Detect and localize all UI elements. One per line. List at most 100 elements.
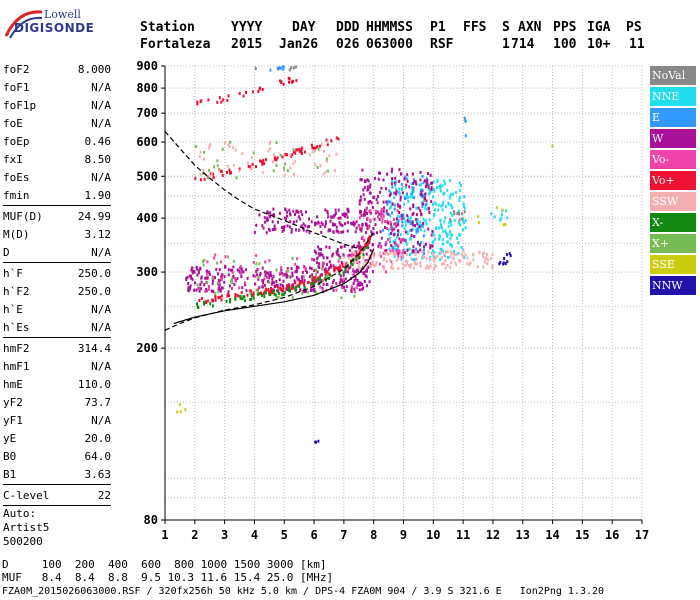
echo-point (206, 260, 209, 264)
echo-point (302, 222, 305, 226)
echo-point (325, 278, 328, 282)
echo-point (449, 193, 452, 197)
param-value: N/A (91, 117, 111, 130)
echo-point (214, 291, 217, 295)
echo-point (425, 257, 428, 261)
echo-point (502, 223, 505, 227)
param-value: N/A (91, 171, 111, 184)
echo-point (195, 265, 198, 269)
echo-point (403, 238, 406, 242)
echo-point (339, 268, 342, 272)
echo-point (370, 230, 373, 234)
echo-point (391, 228, 394, 232)
echo-point (358, 224, 361, 228)
echo-point (425, 203, 428, 207)
scaled-parameters-panel: foF2 8.000 foF1 N/A foF1p N/A foE N/A foEp 0.46 fx… (3, 60, 111, 549)
header-value-7: 1 (502, 37, 510, 52)
echo-point (459, 233, 462, 237)
echo-point (393, 227, 396, 231)
echo-point (420, 241, 422, 244)
echo-point (505, 209, 508, 213)
echo-point (404, 230, 407, 234)
echo-point (294, 281, 297, 285)
echo-point (382, 214, 385, 218)
echo-point (449, 178, 452, 182)
echo-point (365, 208, 368, 212)
echo-point (225, 299, 228, 303)
echo-point (212, 289, 215, 293)
echo-point (315, 261, 318, 265)
echo-point (352, 273, 355, 277)
series-nne (388, 178, 509, 262)
echo-point (423, 245, 425, 249)
echo-point (366, 212, 369, 215)
echo-point (409, 229, 412, 232)
echo-point (264, 291, 267, 295)
echo-point (330, 265, 333, 269)
param-value: 314.4 (77, 342, 111, 355)
echo-point (373, 195, 375, 199)
echo-point (231, 268, 234, 272)
echo-point (394, 239, 397, 242)
echo-point (199, 178, 202, 182)
echo-point (410, 251, 413, 255)
echo-point (411, 188, 414, 192)
echo-point (439, 184, 442, 188)
echo-point (410, 257, 413, 261)
echo-point (342, 273, 345, 277)
echo-point (232, 163, 235, 167)
echo-point (456, 236, 459, 240)
echo-point (334, 223, 337, 227)
legend-entry-x: X- (650, 213, 696, 232)
echo-point (421, 205, 424, 208)
echo-point (406, 218, 409, 222)
echo-point (463, 210, 466, 214)
echo-point (315, 290, 318, 294)
echo-point (411, 186, 414, 190)
echo-point (378, 262, 381, 266)
echo-point (394, 203, 397, 207)
echo-point (413, 249, 416, 253)
x-tick-label: 10 (426, 528, 440, 542)
echo-point (440, 223, 442, 227)
echo-point (387, 200, 390, 204)
echo-point (364, 208, 366, 212)
echo-point (311, 257, 313, 261)
echo-point (449, 266, 452, 269)
echo-point (490, 212, 493, 216)
echo-point (383, 256, 386, 260)
echo-point (210, 289, 213, 293)
echo-point (319, 285, 322, 289)
echo-point (241, 297, 244, 301)
y-tick-label: 800 (136, 81, 158, 95)
echo-point (249, 165, 252, 169)
param-row: h`E N/A (3, 300, 111, 318)
echo-point (366, 261, 369, 264)
echo-point (366, 242, 369, 246)
echo-point (328, 154, 331, 158)
echo-point (413, 196, 416, 200)
echo-point (259, 86, 261, 90)
echo-point (252, 274, 255, 278)
echo-point (277, 295, 280, 299)
echo-point (397, 219, 400, 223)
echo-point (374, 223, 377, 227)
echo-point (311, 146, 314, 149)
echo-point (224, 255, 227, 259)
echo-point (267, 271, 270, 275)
echo-point (412, 189, 415, 193)
echo-point (384, 243, 387, 247)
echo-point (433, 267, 436, 271)
echo-point (335, 250, 338, 254)
echo-point (390, 222, 392, 226)
echo-point (290, 80, 293, 84)
echo-point (357, 265, 360, 269)
echo-point (343, 279, 346, 283)
echo-point (273, 157, 276, 161)
echo-point (365, 223, 368, 227)
echo-point (223, 275, 226, 279)
echo-point (464, 253, 467, 257)
echo-point (230, 280, 232, 284)
echo-point (330, 139, 333, 143)
echo-point (410, 228, 413, 232)
